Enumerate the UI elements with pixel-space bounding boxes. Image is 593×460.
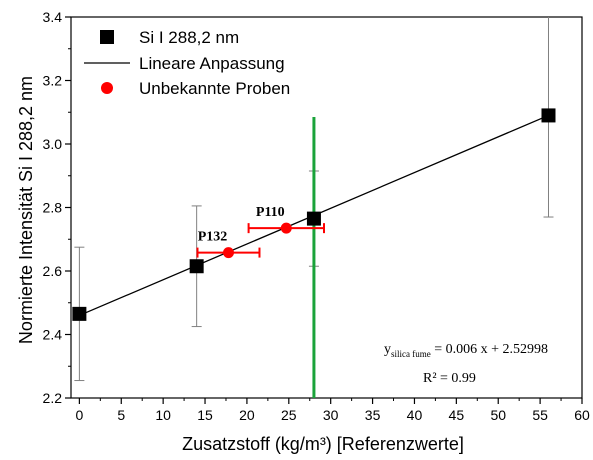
legend-label: Lineare Anpassung — [139, 54, 285, 73]
sample-label: P132 — [198, 230, 228, 245]
fit-equation: ysilica fume = 0.006 x + 2.52998 — [384, 342, 548, 359]
x-tick-label: 15 — [197, 407, 213, 423]
y-tick-label: 3.0 — [43, 136, 63, 152]
sample-label: P110 — [256, 205, 285, 220]
legend-label: Si I 288,2 nm — [139, 28, 239, 47]
x-tick-label: 5 — [117, 407, 125, 423]
y-tick-label: 2.2 — [43, 390, 63, 406]
x-tick-label: 10 — [155, 407, 171, 423]
fit-equation-prefix: y — [384, 342, 391, 357]
x-tick-label: 55 — [532, 407, 548, 423]
y-tick-label: 2.8 — [43, 200, 63, 216]
x-tick-label: 20 — [239, 407, 255, 423]
x-axis-label: Zusatzstoff (kg/m³) [Referenzwerte] — [182, 434, 464, 454]
x-tick-label: 30 — [323, 407, 339, 423]
y-axis-label: Normierte Intensität Si I 288,2 nm — [16, 76, 36, 344]
legend-label: Unbekannte Proben — [139, 79, 290, 98]
sample-point — [222, 247, 234, 259]
fit-equation-rest: = 0.006 x + 2.52998 — [431, 342, 548, 357]
x-tick-label: 50 — [490, 407, 506, 423]
legend-swatch-circle — [101, 82, 113, 94]
reference-point — [72, 306, 87, 321]
x-tick-label: 45 — [449, 407, 465, 423]
x-tick-label: 0 — [75, 407, 83, 423]
y-tick-label: 3.4 — [43, 9, 63, 25]
plot-frame — [70, 16, 583, 399]
reference-point — [541, 108, 556, 123]
x-tick-label: 25 — [281, 407, 297, 423]
sample-point — [280, 222, 292, 234]
reference-point — [189, 259, 204, 274]
r-squared: R² = 0.99 — [423, 371, 476, 386]
x-tick-label: 40 — [407, 407, 423, 423]
y-tick-label: 2.4 — [43, 327, 63, 343]
x-tick-label: 35 — [365, 407, 381, 423]
legend-swatch-square — [100, 30, 114, 44]
x-tick-label: 60 — [574, 407, 590, 423]
reference-point — [306, 211, 321, 226]
fit-equation-subscript: silica fume — [391, 349, 431, 359]
y-tick-label: 2.6 — [43, 263, 63, 279]
y-tick-label: 3.2 — [43, 73, 63, 89]
